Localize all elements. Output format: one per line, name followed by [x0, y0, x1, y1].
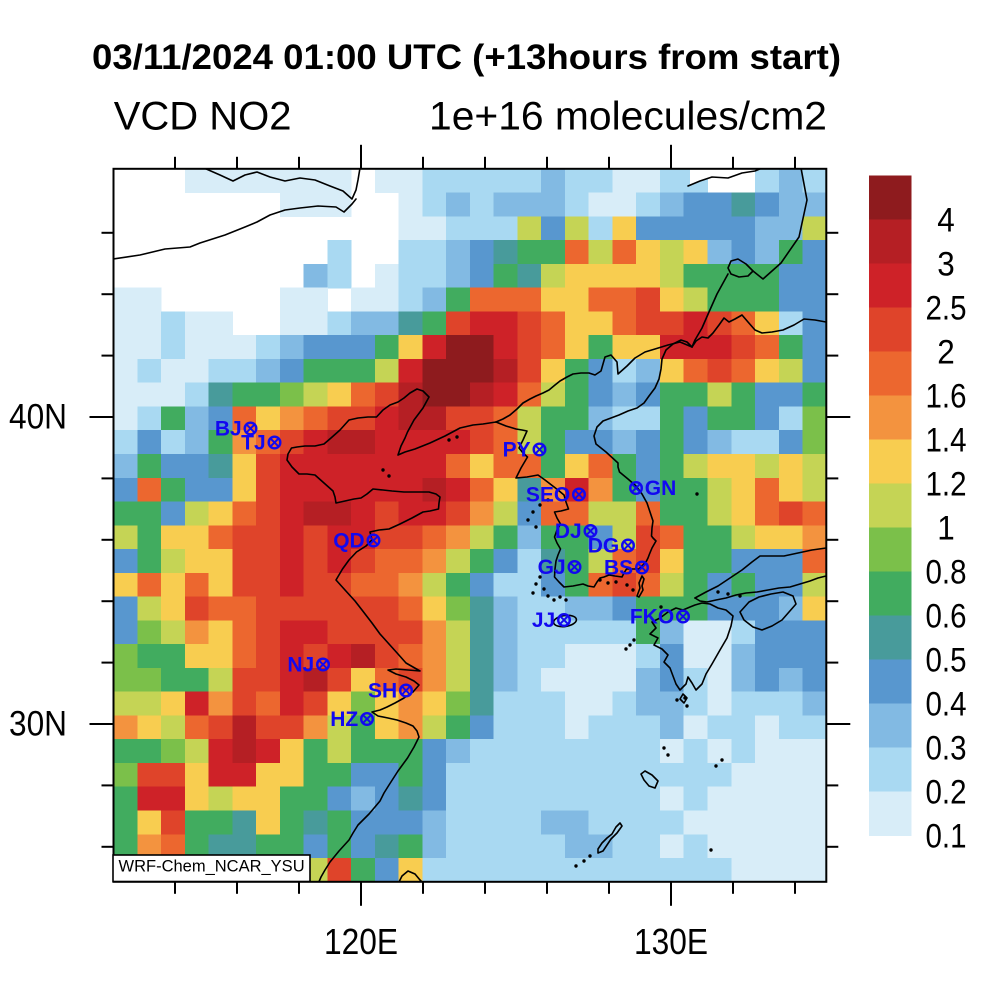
svg-text:DJ: DJ — [555, 520, 582, 543]
svg-text:GN: GN — [645, 477, 677, 500]
svg-text:TJ: TJ — [241, 432, 266, 455]
svg-text:SEO: SEO — [526, 484, 570, 507]
svg-text:HZ: HZ — [330, 708, 358, 731]
svg-text:3: 3 — [937, 246, 955, 284]
svg-text:SH: SH — [368, 680, 397, 703]
svg-text:1: 1 — [937, 510, 955, 548]
svg-text:130E: 130E — [634, 921, 708, 962]
svg-text:1e+16 molecules/cm2: 1e+16 molecules/cm2 — [429, 95, 827, 139]
svg-text:QD: QD — [333, 530, 365, 553]
svg-text:1.6: 1.6 — [926, 378, 967, 416]
svg-text:40N: 40N — [9, 398, 67, 437]
svg-text:03/11/2024 01:00 UTC (+13hours: 03/11/2024 01:00 UTC (+13hours from star… — [92, 38, 841, 77]
svg-text:0.5: 0.5 — [926, 642, 967, 680]
svg-text:PY: PY — [503, 439, 531, 462]
svg-text:0.1: 0.1 — [926, 818, 967, 856]
svg-text:BJ: BJ — [215, 418, 242, 441]
svg-text:NJ: NJ — [287, 654, 314, 677]
svg-text:4: 4 — [937, 202, 955, 240]
svg-text:2: 2 — [937, 334, 955, 372]
svg-text:30N: 30N — [9, 705, 67, 744]
svg-text:FKO: FKO — [630, 606, 674, 629]
svg-text:0.8: 0.8 — [926, 554, 967, 592]
svg-text:120E: 120E — [324, 921, 398, 962]
svg-text:GJ: GJ — [538, 556, 566, 579]
svg-text:0.2: 0.2 — [926, 774, 967, 812]
svg-text:JJ: JJ — [532, 609, 555, 632]
svg-text:2.5: 2.5 — [926, 290, 967, 328]
svg-text:0.4: 0.4 — [926, 686, 967, 724]
svg-text:WRF-Chem_NCAR_YSU: WRF-Chem_NCAR_YSU — [119, 858, 305, 876]
svg-text:1.2: 1.2 — [926, 466, 967, 504]
svg-text:0.3: 0.3 — [926, 730, 967, 768]
svg-text:VCD NO2: VCD NO2 — [114, 95, 292, 139]
svg-text:BS: BS — [604, 557, 633, 580]
svg-text:1.4: 1.4 — [926, 422, 967, 460]
svg-text:DG: DG — [588, 535, 620, 558]
svg-text:0.6: 0.6 — [926, 598, 967, 636]
